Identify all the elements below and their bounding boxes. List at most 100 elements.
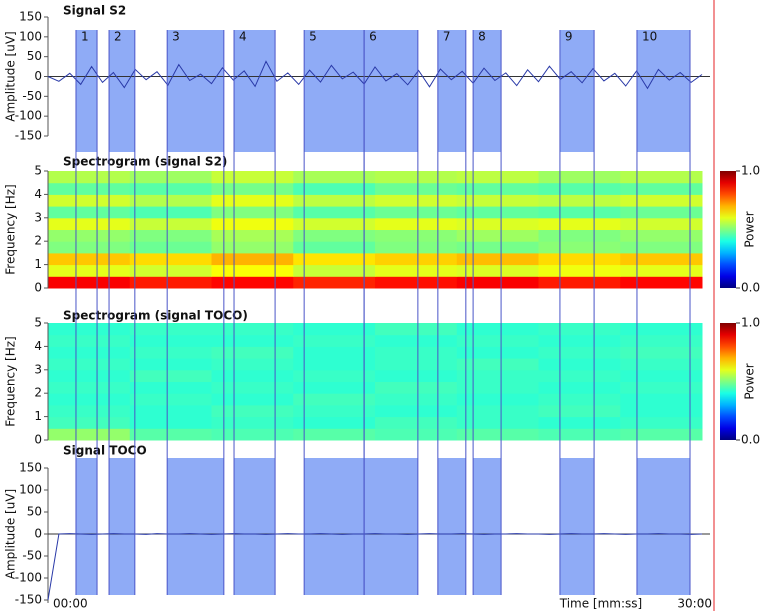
colorbar-tick-label: 0.0	[741, 433, 760, 447]
y-tick-label: 2	[34, 234, 42, 248]
heatmap-cell	[620, 206, 703, 219]
heatmap-cell	[211, 334, 294, 347]
y-tick-label: 3	[34, 362, 42, 376]
heatmap-cell	[129, 346, 212, 359]
y-tick-label: 4	[34, 339, 42, 353]
x-axis-label: Time [mm:ss]	[559, 597, 642, 611]
heatmap-cell	[375, 182, 458, 195]
heatmap-cell	[620, 194, 703, 207]
signal-line	[47, 60, 703, 90]
segment-band	[364, 458, 418, 595]
y-tick-label: 0	[34, 527, 42, 541]
heatmap-cell	[129, 252, 212, 266]
colorbar-tick-label: 1.0	[741, 316, 760, 330]
heatmap-cell	[48, 206, 131, 219]
segment-band	[75, 30, 98, 152]
heatmap-cell	[620, 416, 703, 429]
heatmap-cell	[375, 346, 458, 359]
segment-band	[364, 30, 418, 152]
heatmap-cell	[456, 252, 539, 266]
heatmap-cell	[293, 369, 376, 382]
heatmap-cell	[375, 194, 458, 207]
panel-title: Spectrogram (signal TOCO)	[63, 309, 248, 323]
heatmap-cell	[129, 323, 212, 336]
y-tick-label: 0	[34, 281, 42, 295]
y-tick-label: -50	[22, 89, 42, 103]
heatmap-cell	[456, 346, 539, 359]
heatmap-cell	[538, 346, 621, 359]
heatmap-cell	[620, 346, 703, 359]
heatmap-cell	[48, 358, 131, 371]
heatmap-cell	[211, 369, 294, 382]
heatmap-cell	[48, 252, 131, 266]
heatmap-cell	[293, 334, 376, 347]
heatmap-cell	[293, 171, 376, 184]
heatmap-cell	[293, 381, 376, 394]
heatmap-cell	[456, 276, 539, 289]
heatmap-cell	[620, 229, 703, 242]
heatmap-cell	[538, 206, 621, 219]
heatmap-cell	[538, 404, 621, 418]
heatmap-cell	[129, 381, 212, 394]
heatmap-cell	[620, 182, 703, 195]
segment-band	[167, 458, 224, 595]
heatmap-cell	[129, 334, 212, 347]
heatmap-cell	[48, 217, 131, 230]
heatmap-cell	[129, 358, 212, 371]
heatmap-cell	[456, 416, 539, 429]
heatmap-cell	[293, 428, 376, 441]
heatmap-cell	[456, 194, 539, 207]
colorbar	[720, 323, 736, 440]
y-tick-label: 0	[34, 433, 42, 447]
heatmap-cell	[375, 171, 458, 184]
y-axis-label: Amplitude [uV]	[4, 489, 18, 580]
heatmap-cell	[129, 182, 212, 195]
heatmap-cell	[211, 358, 294, 371]
heatmap-cell	[375, 358, 458, 371]
heatmap-cell	[211, 346, 294, 359]
heatmap-cell	[293, 276, 376, 289]
heatmap-cell	[375, 416, 458, 429]
heatmap-cell	[375, 241, 458, 254]
heatmap-cell	[456, 381, 539, 394]
heatmap-cell	[48, 369, 131, 382]
heatmap-cell	[293, 241, 376, 254]
heatmap-cell	[48, 334, 131, 347]
heatmap-cell	[211, 323, 294, 336]
heatmap-cell	[538, 229, 621, 242]
heatmap-cell	[620, 241, 703, 254]
segment-band	[559, 458, 595, 595]
heatmap-cell	[375, 334, 458, 347]
heatmap-cell	[456, 217, 539, 230]
segment-label: 8	[478, 30, 486, 44]
heatmap-cell	[211, 416, 294, 429]
heatmap-cell	[375, 323, 458, 336]
heatmap-cell	[456, 323, 539, 336]
heatmap-cell	[456, 358, 539, 371]
x-tick-label: 00:00	[53, 597, 88, 611]
heatmap-cell	[48, 241, 131, 254]
heatmap-cell	[620, 428, 703, 441]
y-tick-label: -50	[22, 549, 42, 563]
segment-band	[304, 458, 365, 595]
colorbar-tick-label: 0.0	[741, 281, 760, 295]
heatmap-cell	[538, 381, 621, 394]
segment-band	[636, 30, 691, 152]
heatmap-cell	[129, 194, 212, 207]
heatmap-cell	[211, 404, 294, 418]
heatmap-cell	[456, 404, 539, 418]
heatmap-cell	[129, 217, 212, 230]
heatmap-cell	[538, 369, 621, 382]
heatmap-cell	[375, 381, 458, 394]
y-axis-label: Frequency [Hz]	[4, 184, 18, 275]
heatmap-cell	[48, 276, 131, 289]
segment-band	[304, 30, 365, 152]
y-tick-label: 150	[19, 10, 42, 24]
segment-band	[109, 458, 135, 595]
heatmap-cell	[620, 171, 703, 184]
heatmap-cell	[456, 182, 539, 195]
segment-label: 9	[565, 30, 573, 44]
heatmap-cell	[538, 276, 621, 289]
heatmap-cell	[538, 241, 621, 254]
heatmap-cell	[456, 171, 539, 184]
